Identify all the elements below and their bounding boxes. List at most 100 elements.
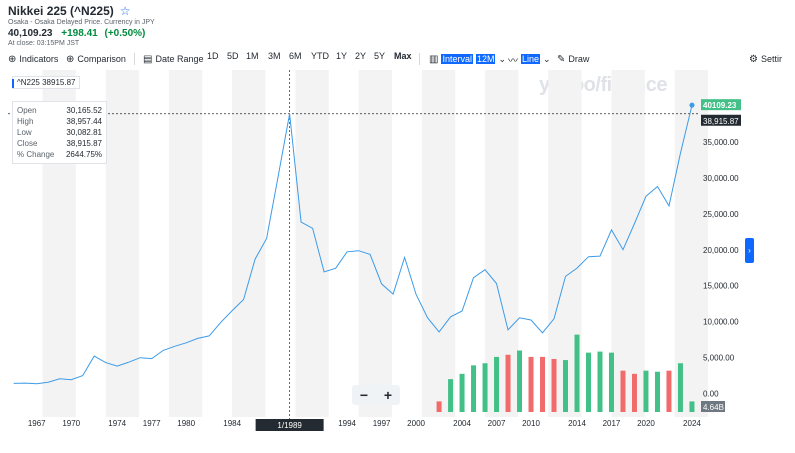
price-series-line	[13, 105, 693, 385]
volume-bar	[643, 370, 649, 412]
volume-bar	[677, 363, 683, 412]
price-change-pct: (+0.50%)	[104, 28, 146, 39]
range-max[interactable]: Max	[394, 51, 412, 61]
x-tick-label: 1980	[177, 419, 195, 428]
x-tick-label: 1977	[143, 419, 161, 428]
gear-icon: ⚙	[749, 53, 758, 65]
volume-bar	[666, 370, 672, 412]
quote-title: Nikkei 225 (^N225)	[8, 4, 114, 18]
y-tick-label: 0.00	[703, 390, 719, 399]
tooltip-row-close: Close 38,915.87	[17, 139, 102, 148]
y-tick-label: 30,000.00	[703, 174, 739, 183]
zoom-out-button[interactable]: −	[359, 387, 369, 403]
volume-bar	[448, 379, 454, 412]
volume-bar	[574, 334, 580, 412]
volume-bar	[494, 356, 500, 412]
ohlc-tooltip: Open 30,165.52 High 38,957.44 Low 30,082.81…	[12, 101, 107, 164]
candles-icon: ▥	[429, 53, 439, 65]
date-range-button[interactable]: ▤ Date Range	[143, 54, 204, 65]
x-tick-label: 2010	[522, 419, 540, 428]
indicators-button[interactable]: ⊕ Indicators	[8, 54, 58, 65]
range-3m[interactable]: 3M	[268, 51, 281, 61]
exchange-note: Osaka - Osaka Delayed Price. Currency in…	[8, 19, 155, 26]
volume-bar	[631, 373, 637, 412]
plus-circle-icon: ⊕	[8, 53, 17, 65]
x-tick-label: 1967	[28, 419, 46, 428]
x-tick-label: 1997	[373, 419, 391, 428]
chevron-down-icon: ⌄	[543, 53, 551, 64]
x-tick-label: 2000	[407, 419, 425, 428]
x-tick-label: 2004	[453, 419, 471, 428]
range-2y[interactable]: 2Y	[355, 51, 367, 61]
volume-bar	[689, 401, 695, 412]
x-tick-label: 2017	[603, 419, 621, 428]
volume-bar	[482, 363, 488, 412]
crosshair-date-tag-bg	[255, 419, 324, 431]
pencil-icon: ✎	[557, 53, 566, 65]
volume-bar	[597, 351, 603, 412]
y-tick-label: 25,000.00	[703, 210, 739, 219]
chevron-right-icon[interactable]: ›	[745, 238, 754, 263]
volume-tag: 4.64B	[703, 403, 724, 412]
x-tick-label: 1974	[108, 419, 126, 428]
volume-bar	[585, 352, 591, 412]
volume-bar	[471, 365, 477, 412]
draw-button[interactable]: ✎ Draw	[557, 54, 589, 65]
zoom-in-button[interactable]: +	[383, 387, 393, 403]
settings-label: Settir	[760, 54, 782, 64]
range-1y[interactable]: 1Y	[336, 51, 348, 61]
cursor-price-tag: 38,915.87	[703, 117, 739, 126]
range-5d[interactable]: 5D	[227, 51, 239, 61]
background-band	[105, 70, 140, 417]
interval-dropdown[interactable]: ▥ Interval 12M ⌄	[429, 54, 506, 65]
x-tick-label: 2020	[637, 419, 655, 428]
divider	[419, 53, 420, 65]
tooltip-row-low: Low 30,082.81	[17, 128, 102, 137]
volume-bar	[563, 360, 569, 412]
y-tick-label: 15,000.00	[703, 282, 739, 291]
chart-type-dropdown[interactable]: 〰 Line ⌄	[508, 52, 551, 67]
range-ytd[interactable]: YTD	[311, 51, 329, 61]
last-price: 40,109.23	[8, 28, 53, 39]
price-change: +198.41	[61, 28, 98, 39]
background-band	[674, 70, 709, 417]
chart-toolbar: ⊕ Indicators ⊕ Comparison ▤ Date Range 1…	[0, 51, 795, 67]
symbol-legend: ^N225 38915.87	[12, 76, 81, 89]
volume-bar	[517, 350, 523, 412]
volume-bar	[620, 370, 626, 412]
y-tick-label: 35,000.00	[703, 138, 739, 147]
range-5y[interactable]: 5Y	[374, 51, 386, 61]
volume-tag-bg	[701, 401, 725, 412]
tooltip-row-open: Open 30,165.52	[17, 106, 102, 115]
volume-bar	[540, 356, 546, 412]
divider	[134, 53, 135, 65]
volume-bar	[551, 359, 557, 412]
last-price-dot	[689, 102, 695, 108]
volume-bar	[528, 356, 534, 412]
volume-bar	[459, 373, 465, 412]
chevron-down-icon: ⌄	[498, 53, 507, 64]
last-price-tag-bg	[701, 99, 741, 111]
y-tick-label: 10,000.00	[703, 318, 739, 327]
interval-value: 12M	[475, 54, 496, 64]
settings-button[interactable]: ⚙ Settir	[749, 54, 782, 65]
range-1d[interactable]: 1D	[207, 51, 219, 61]
comparison-label: Comparison	[77, 54, 126, 64]
date-range-label: Date Range	[155, 54, 204, 64]
comparison-button[interactable]: ⊕ Comparison	[66, 54, 126, 65]
volume-bar	[654, 371, 660, 412]
x-tick-label: 2007	[488, 419, 506, 428]
y-tick-label: 5,000.00	[703, 354, 735, 363]
interval-label: Interval	[441, 54, 473, 64]
star-icon[interactable]: ☆	[119, 4, 131, 18]
volume-bar	[608, 352, 614, 412]
tooltip-row-change: % Change 2644.75%	[17, 150, 102, 159]
range-6m[interactable]: 6M	[289, 51, 302, 61]
y-tick-label: 20,000.00	[703, 246, 739, 255]
last-price-tag: 40109.23	[703, 101, 737, 110]
cursor-price-tag-bg	[701, 114, 741, 126]
range-1m[interactable]: 1M	[246, 51, 259, 61]
x-tick-label: 1970	[62, 419, 80, 428]
tooltip-row-high: High 38,957.44	[17, 117, 102, 126]
